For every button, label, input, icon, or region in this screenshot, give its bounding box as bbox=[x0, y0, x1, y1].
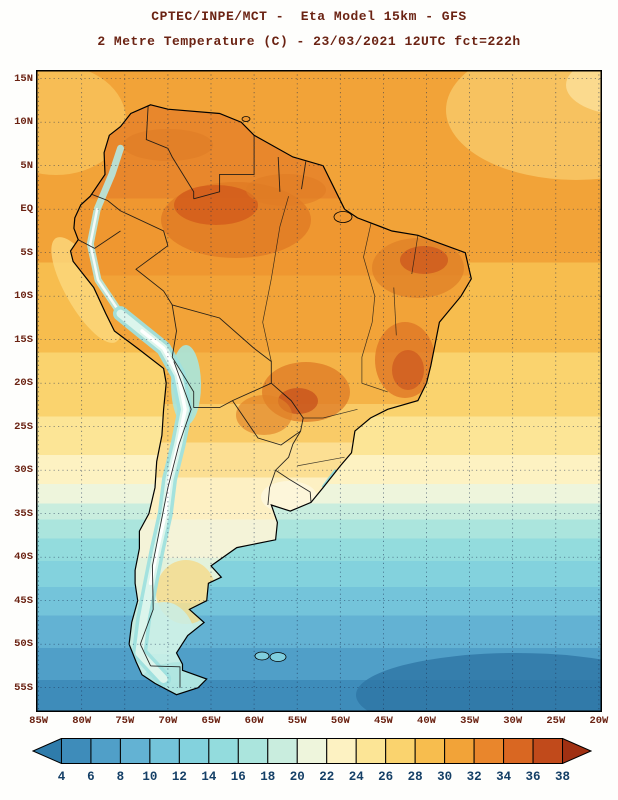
colorbar-tick-6: 6 bbox=[87, 770, 95, 784]
colorbar-cell bbox=[532, 738, 564, 764]
colorbar-tick-14: 14 bbox=[201, 770, 217, 784]
colorbar-svg bbox=[31, 737, 593, 765]
colorbar-tick-30: 30 bbox=[437, 770, 453, 784]
lat-label-5S: 5S bbox=[20, 246, 33, 259]
colorbar-cell bbox=[562, 737, 593, 765]
colorbar-tick-12: 12 bbox=[171, 770, 187, 784]
colorbar-tick-36: 36 bbox=[525, 770, 541, 784]
south-america-temperature-map bbox=[36, 70, 602, 712]
lon-label-85W: 85W bbox=[29, 715, 49, 727]
colorbar-cell bbox=[149, 738, 180, 764]
lat-label-10N: 10N bbox=[14, 116, 33, 129]
colorbar-cell bbox=[296, 738, 328, 764]
lon-label-50W: 50W bbox=[330, 715, 350, 727]
colorbar-cell bbox=[31, 737, 62, 765]
lon-label-20W: 20W bbox=[589, 715, 609, 727]
colorbar-tick-10: 10 bbox=[142, 770, 158, 784]
lat-label-15S: 15S bbox=[14, 333, 33, 346]
colorbar-tick-26: 26 bbox=[378, 770, 394, 784]
colorbar-cell bbox=[503, 738, 534, 764]
lat-label-55S: 55S bbox=[14, 681, 33, 694]
lat-label-35S: 35S bbox=[14, 507, 33, 520]
trinidad-island bbox=[241, 116, 251, 122]
lat-label-25S: 25S bbox=[14, 420, 33, 433]
colorbar-tick-38: 38 bbox=[555, 770, 571, 784]
lat-label-10S: 10S bbox=[14, 290, 33, 303]
colorbar-cell bbox=[444, 738, 475, 764]
coastline bbox=[69, 104, 472, 696]
lat-label-50S: 50S bbox=[14, 638, 33, 651]
lon-label-60W: 60W bbox=[244, 715, 264, 727]
lon-label-35W: 35W bbox=[460, 715, 480, 727]
colorbar-cell bbox=[119, 738, 151, 764]
colorbar-cell bbox=[267, 738, 298, 764]
temperature-colorbar bbox=[31, 737, 593, 765]
grid-layer bbox=[36, 70, 602, 712]
lon-label-55W: 55W bbox=[287, 715, 307, 727]
lon-label-45W: 45W bbox=[373, 715, 393, 727]
lon-label-65W: 65W bbox=[201, 715, 221, 727]
lat-label-40S: 40S bbox=[14, 551, 33, 564]
colorbar-tick-18: 18 bbox=[260, 770, 276, 784]
colorbar-tick-34: 34 bbox=[496, 770, 512, 784]
islands bbox=[241, 116, 353, 662]
map-area bbox=[36, 70, 602, 712]
colorbar-cell bbox=[178, 738, 210, 764]
falkland-west-island bbox=[254, 651, 270, 661]
colorbar-cell bbox=[326, 738, 357, 764]
colorbar-tick-20: 20 bbox=[289, 770, 305, 784]
lon-label-25W: 25W bbox=[546, 715, 566, 727]
lon-label-75W: 75W bbox=[115, 715, 135, 727]
lat-label-45S: 45S bbox=[14, 594, 33, 607]
colorbar-cell bbox=[385, 738, 416, 764]
lat-label-EQ: EQ bbox=[20, 203, 33, 216]
colorbar-cell bbox=[237, 738, 269, 764]
title-line-2: 2 Metre Temperature (C) - 23/03/2021 12U… bbox=[97, 34, 521, 49]
colorbar-cell bbox=[355, 738, 387, 764]
colorbar-cell bbox=[414, 738, 446, 764]
colorbar-tick-28: 28 bbox=[407, 770, 423, 784]
lon-label-30W: 30W bbox=[503, 715, 523, 727]
colorbar-tick-22: 22 bbox=[319, 770, 335, 784]
falkland-east-island bbox=[269, 652, 287, 662]
title-line-1: CPTEC/INPE/MCT - Eta Model 15km - GFS bbox=[151, 9, 467, 24]
country-borders bbox=[77, 106, 419, 688]
map-frame bbox=[36, 70, 602, 712]
colorbar-tick-16: 16 bbox=[230, 770, 246, 784]
temperature-overlays bbox=[86, 129, 464, 695]
colorbar-tick-4: 4 bbox=[57, 770, 66, 784]
colorbar-cell bbox=[473, 738, 505, 764]
colorbar-cell bbox=[90, 738, 121, 764]
marajo-island bbox=[333, 211, 353, 223]
colorbar-tick-24: 24 bbox=[348, 770, 364, 784]
colorbar-cell bbox=[60, 738, 92, 764]
lon-label-40W: 40W bbox=[417, 715, 436, 727]
lat-label-20S: 20S bbox=[14, 377, 33, 390]
lon-label-80W: 80W bbox=[72, 715, 92, 727]
lat-label-5N: 5N bbox=[20, 159, 33, 172]
lat-label-30S: 30S bbox=[14, 464, 33, 477]
lat-label-15N: 15N bbox=[14, 72, 33, 85]
lon-label-70W: 70W bbox=[158, 715, 178, 727]
colorbar-cell bbox=[208, 738, 239, 764]
colorbar-tick-32: 32 bbox=[466, 770, 482, 784]
colorbar-tick-8: 8 bbox=[116, 770, 125, 784]
